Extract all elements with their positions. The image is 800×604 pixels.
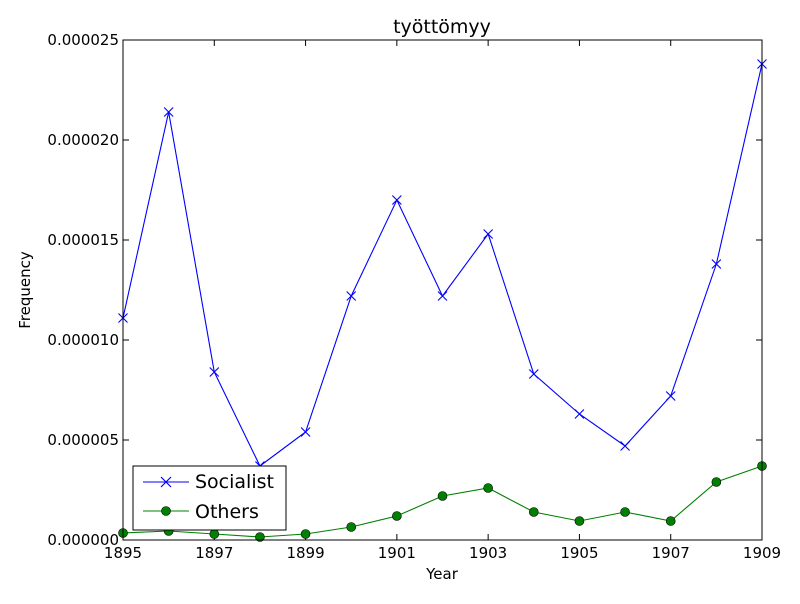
data-point-others xyxy=(711,477,722,487)
legend-label-socialist: Socialist xyxy=(195,471,274,493)
x-tick-label: 1901 xyxy=(378,544,416,562)
y-axis-ticks: 0.000000 0.000005 0.000010 0.000015 0.000020… xyxy=(47,31,762,549)
legend: Socialist Others xyxy=(132,465,287,531)
legend-marker-x-icon xyxy=(160,476,172,488)
data-point-others xyxy=(437,491,448,501)
y-tick-label: 0.000005 xyxy=(47,431,119,449)
data-point-socialist xyxy=(483,229,494,239)
data-point-others xyxy=(665,516,676,526)
legend-label-others: Others xyxy=(195,501,259,523)
y-axis-label: Frequency xyxy=(16,251,34,329)
data-point-socialist xyxy=(391,195,402,205)
legend-box xyxy=(132,465,287,531)
data-point-socialist xyxy=(437,291,448,301)
data-point-socialist xyxy=(574,409,585,419)
data-point-others xyxy=(574,516,585,526)
data-point-others xyxy=(255,532,265,542)
data-point-others xyxy=(392,511,402,521)
chart-title: työttömyy xyxy=(393,16,491,38)
x-tick-label: 1895 xyxy=(104,544,142,562)
x-tick-label: 1899 xyxy=(286,544,324,562)
x-tick-label: 1903 xyxy=(469,544,507,562)
x-tick-label: 1909 xyxy=(743,544,781,562)
data-point-socialist xyxy=(665,391,676,401)
data-point-socialist xyxy=(528,369,539,379)
plot-frame xyxy=(122,39,763,541)
data-point-socialist xyxy=(620,441,630,451)
x-tick-label: 1897 xyxy=(195,544,233,562)
y-tick-label: 0.000025 xyxy=(47,31,119,49)
x-axis-ticks: 1895 1897 1899 1901 1903 1905 1907 1909 xyxy=(104,40,781,562)
data-point-others xyxy=(620,507,630,517)
data-point-socialist xyxy=(300,427,311,437)
x-tick-label: 1907 xyxy=(652,544,690,562)
data-point-socialist xyxy=(163,107,174,117)
data-point-others xyxy=(209,529,220,539)
data-point-socialist xyxy=(209,367,220,377)
y-tick-label: 0.000000 xyxy=(47,531,119,549)
x-tick-label: 1905 xyxy=(560,544,598,562)
y-tick-label: 0.000020 xyxy=(47,131,119,149)
y-tick-label: 0.000010 xyxy=(47,331,119,349)
y-tick-label: 0.000015 xyxy=(47,231,119,249)
data-point-socialist xyxy=(711,259,722,269)
data-point-others xyxy=(528,507,539,517)
data-point-others xyxy=(483,483,493,493)
x-axis-label: Year xyxy=(425,565,459,583)
data-point-others xyxy=(346,522,357,532)
data-point-socialist xyxy=(346,291,357,301)
legend-marker-dot-icon xyxy=(161,506,171,516)
data-point-others xyxy=(300,529,311,539)
